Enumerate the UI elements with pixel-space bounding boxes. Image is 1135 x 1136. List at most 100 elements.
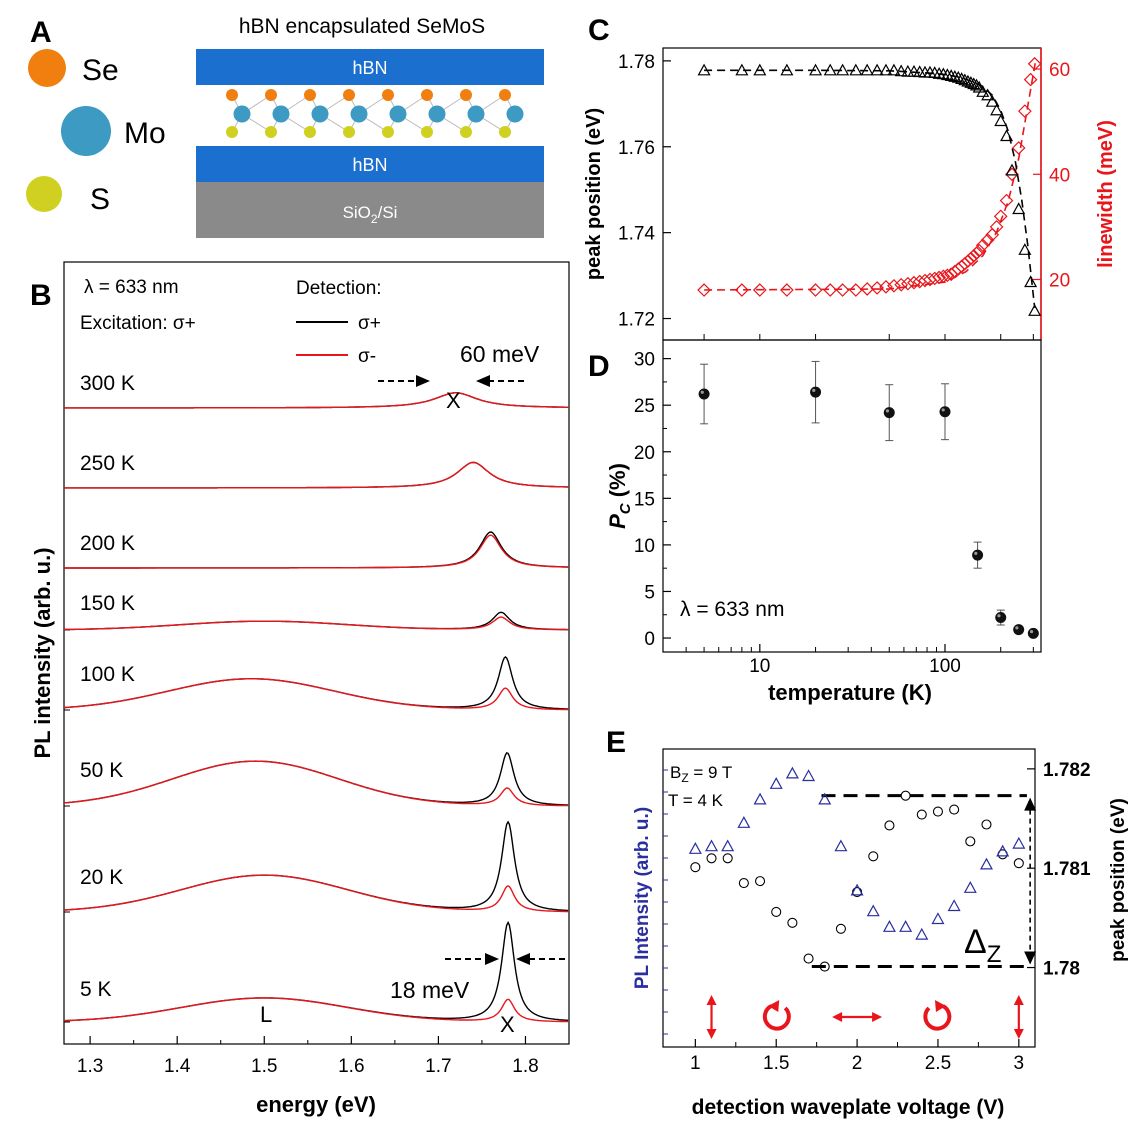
- temperature-label: 150 K: [80, 592, 135, 615]
- panel-b-curves: [63, 392, 569, 1023]
- linewidth-point: [1023, 72, 1038, 87]
- temperature-label: 50 K: [80, 759, 123, 782]
- peak-x-top-label: X: [446, 388, 461, 413]
- panel-c-axes: 1.72 1.74 1.76 1.78 20 40 60: [618, 52, 1070, 340]
- panel-letter-e: E: [606, 726, 626, 759]
- peak-position-point: [787, 917, 798, 928]
- panel-d-data: [698, 360, 1039, 639]
- peak-position-point: [722, 853, 733, 864]
- panel-d-ylabel: PC (%): [605, 463, 634, 529]
- x-tick-label: 1.4: [164, 1056, 191, 1077]
- linewidth-point: [900, 276, 915, 291]
- peak-fit-line: [704, 69, 1036, 308]
- peak-position-point: [860, 63, 874, 76]
- peak-position-point: [868, 851, 879, 862]
- spectrum-sigma-minus: [64, 616, 569, 631]
- linewidth-point: [989, 220, 1004, 234]
- x-tick-label: 1: [690, 1053, 701, 1074]
- y2-tick-label: 1.782: [1043, 760, 1091, 781]
- peak-position-point: [994, 114, 1008, 127]
- panel-letter-b: B: [30, 279, 52, 312]
- linewidth-point: [860, 282, 875, 296]
- linewidth-point: [697, 283, 711, 297]
- x-tick-label: 1.6: [338, 1056, 364, 1077]
- point-highlight: [974, 551, 978, 555]
- linewidth-point: [887, 278, 901, 293]
- s-atom: [421, 126, 433, 138]
- polarization-point: [883, 407, 895, 419]
- intensity-point: [850, 883, 864, 896]
- peak-position-point: [965, 836, 976, 847]
- linewidth-point: [936, 269, 951, 284]
- peak-position-point: [835, 923, 846, 934]
- x-tick-label: 2: [852, 1053, 863, 1074]
- legend-sigma-minus-label: σ-: [358, 346, 376, 367]
- y-tick-label: 30: [634, 350, 655, 371]
- panel-a: A Se Mo S hBN encapsulated SeMoS hBN hBN…: [26, 15, 544, 238]
- polarization-point: [810, 386, 822, 398]
- legend-sigma-plus-label: σ+: [358, 313, 381, 334]
- intensity-point: [688, 842, 702, 854]
- intensity-point: [834, 839, 848, 852]
- peak-position-point: [1000, 129, 1014, 142]
- peak-position-point: [955, 72, 969, 85]
- polarization-point: [995, 612, 1007, 624]
- y-tick-label: 1.78: [618, 52, 655, 73]
- s-atom: [265, 126, 277, 138]
- intensity-point: [769, 777, 783, 789]
- linewidth-point: [1027, 56, 1042, 71]
- linewidth-point: [961, 254, 975, 268]
- linewidth-point: [972, 243, 987, 258]
- panel-c-data: [697, 56, 1042, 316]
- polarization-point: [972, 549, 984, 561]
- excitation-label: Excitation: σ+: [80, 313, 196, 334]
- linewidth-300k-arrows: [378, 375, 528, 387]
- peak-position-point: [887, 63, 901, 76]
- y-tick-label: 1.72: [618, 310, 655, 331]
- arrow-head: [934, 1000, 946, 1012]
- temperature-label: 250 K: [80, 452, 135, 475]
- legend-se-label: Se: [82, 54, 119, 87]
- x-tick-label: 1.8: [512, 1056, 538, 1077]
- s-atom-icon: [26, 176, 62, 212]
- y2-tick-label: 60: [1049, 60, 1070, 81]
- peak-position-point: [780, 63, 794, 76]
- point-highlight: [997, 614, 1001, 618]
- y2-tick-label: 1.781: [1043, 859, 1091, 880]
- se-atom: [265, 89, 277, 101]
- panel-c: C 1.72 1.74 1.76 1.78 20 40 60 peak position (…: [583, 14, 1117, 341]
- intensity-point: [996, 844, 1010, 857]
- spectrum-sigma-minus: [63, 678, 569, 711]
- peak-position-point: [735, 63, 749, 76]
- linewidth-point: [964, 251, 978, 266]
- panel-letter-a: A: [30, 16, 52, 49]
- x-tick-label: 1.5: [763, 1053, 789, 1074]
- intensity-point: [931, 912, 945, 925]
- linewidth-point: [999, 193, 1014, 208]
- point-highlight: [1029, 629, 1034, 634]
- intensity-point: [818, 792, 832, 805]
- x-tick-label: 1.5: [251, 1056, 277, 1077]
- linewidth-point: [1011, 141, 1026, 155]
- x-tick-label: 1.7: [425, 1056, 451, 1077]
- panel-e-ylabel: PL Intensity (arb. u.): [632, 807, 653, 989]
- peak-position-point: [706, 853, 717, 864]
- panel-d-wavelength-label: λ = 633 nm: [680, 598, 784, 621]
- peak-position-point: [823, 63, 837, 76]
- peak-position-point: [849, 63, 863, 76]
- peak-l-label: L: [260, 1002, 272, 1027]
- intensity-point: [915, 927, 929, 940]
- mo-atom: [233, 105, 251, 123]
- peak-position-point: [985, 94, 999, 107]
- spectrum-sigma-plus: [63, 920, 569, 1022]
- zeeman-splitting-label: ΔZ: [964, 923, 1001, 968]
- arrow-head: [768, 1000, 780, 1012]
- arrow-head: [872, 1012, 883, 1022]
- peak-position-point: [870, 63, 884, 76]
- s-atom: [499, 126, 511, 138]
- panel-e-y2label: peak position (eV): [1108, 798, 1129, 962]
- peak-position-point: [940, 68, 954, 81]
- peak-position-point: [1013, 858, 1024, 869]
- legend-mo-label: Mo: [124, 117, 166, 150]
- circular-cw-polarization-icon: [762, 1004, 791, 1031]
